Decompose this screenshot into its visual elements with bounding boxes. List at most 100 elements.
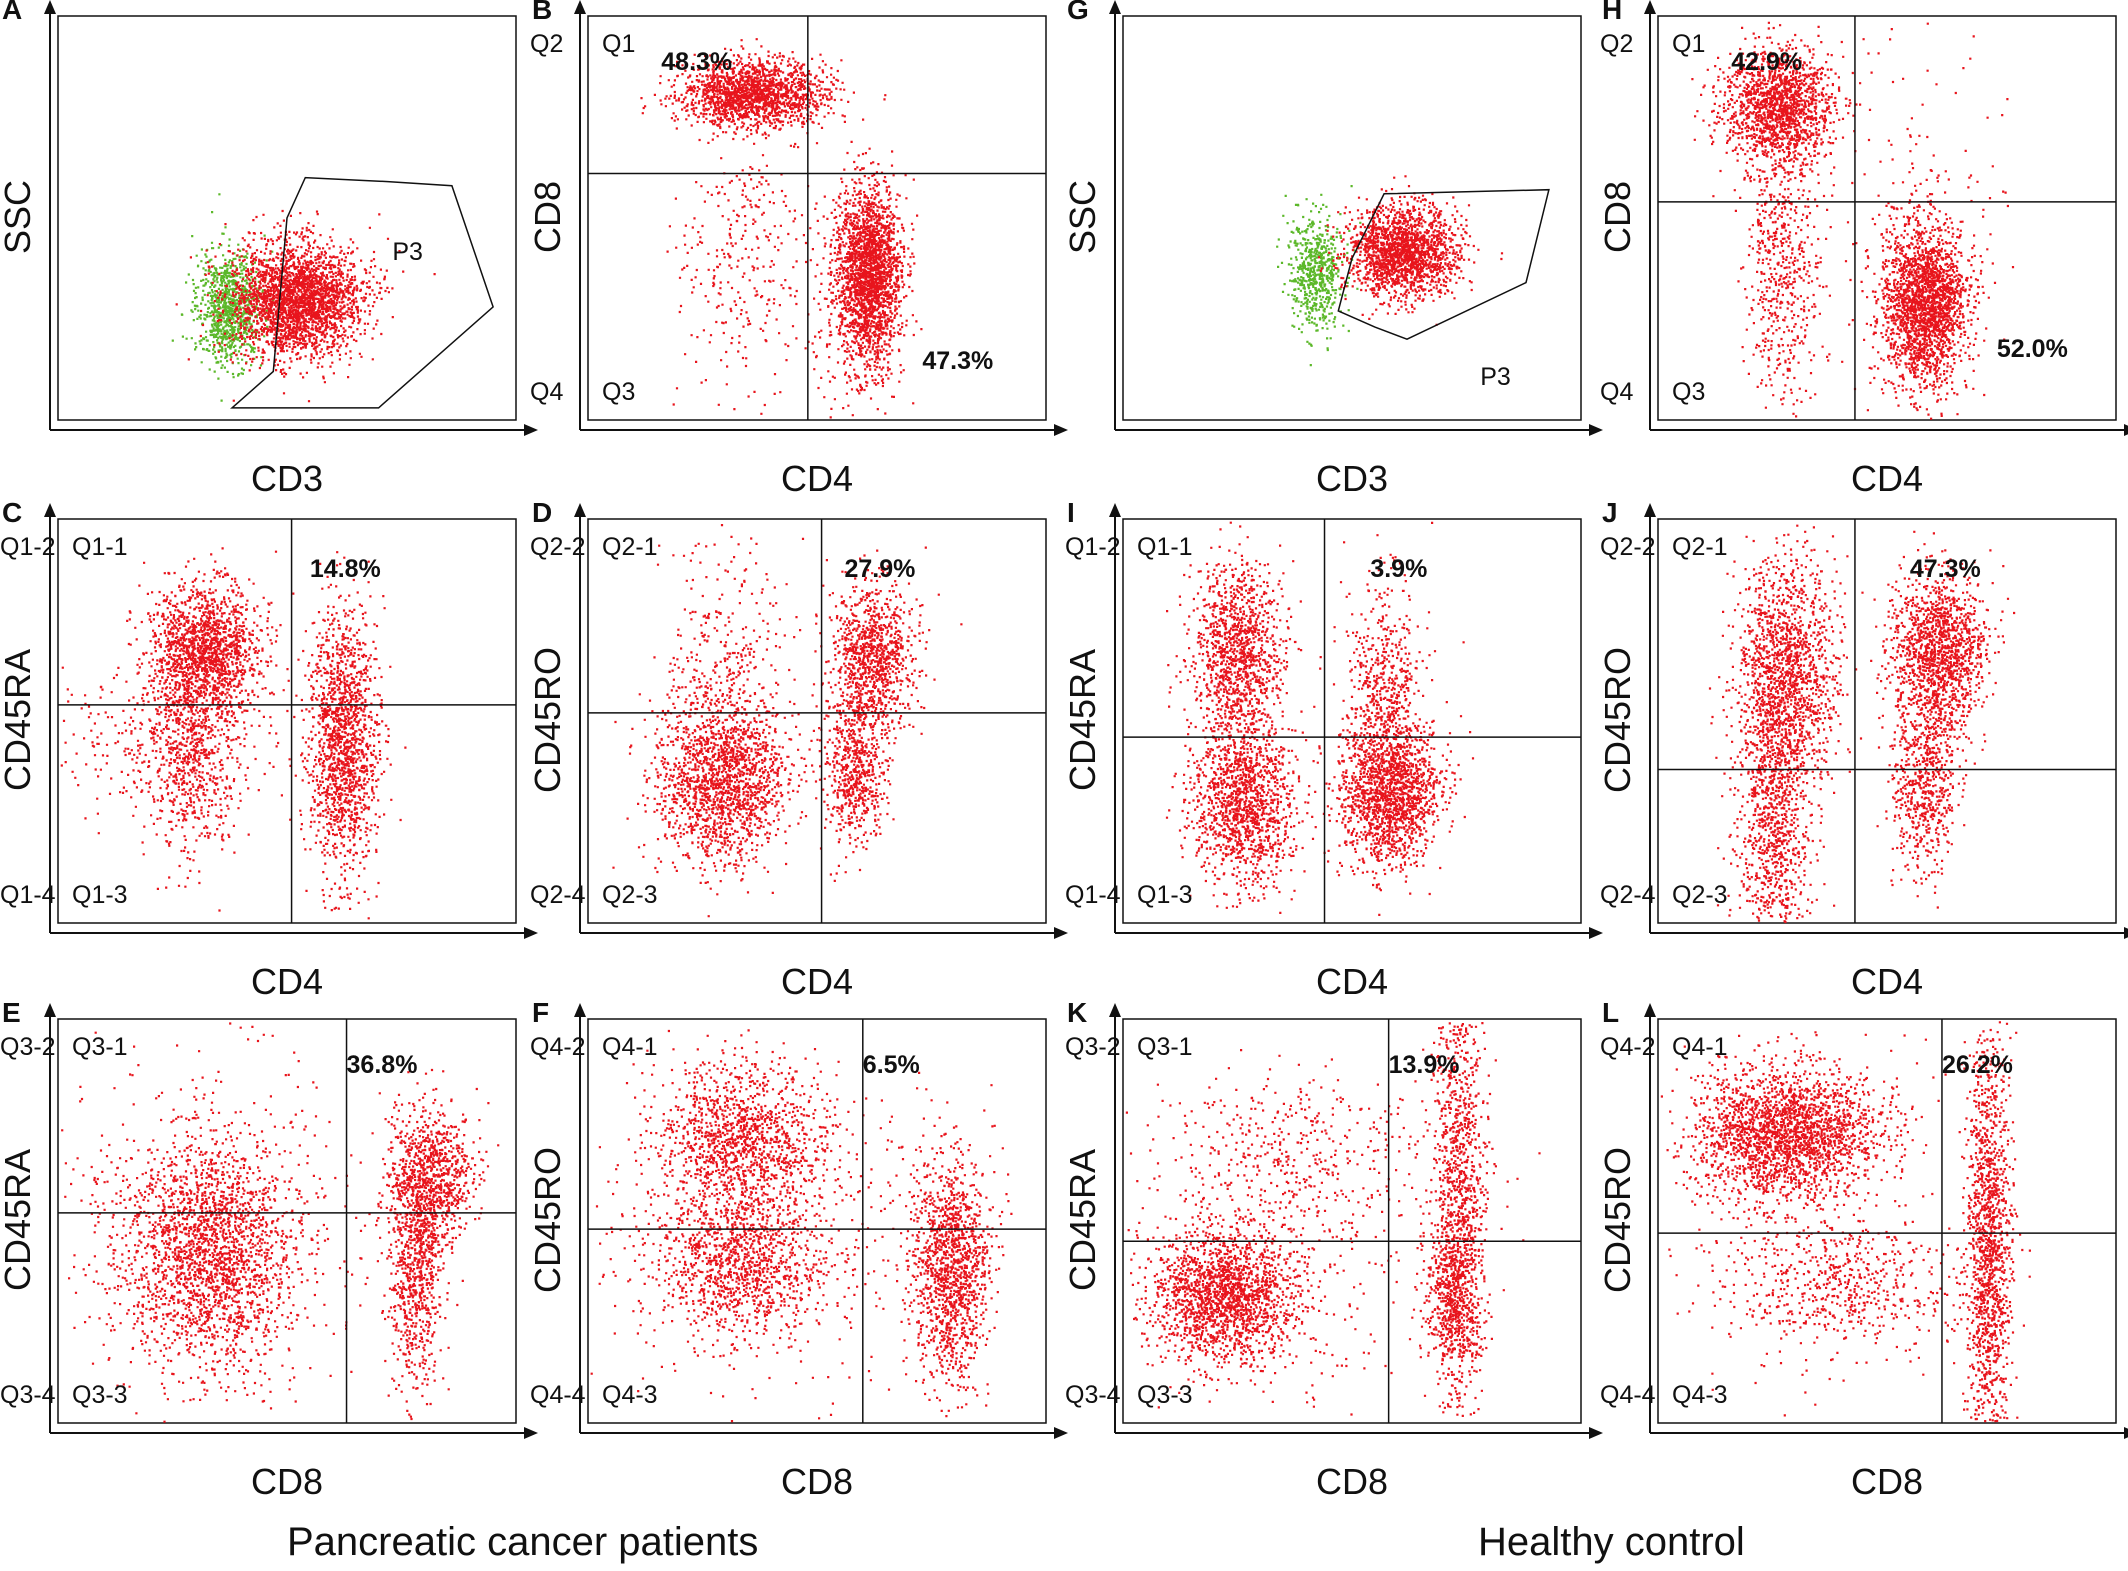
quadrant-label: Q2-2: [530, 533, 586, 561]
percentage-label: 13.9%: [1388, 1051, 1460, 1080]
plot-area: [574, 503, 1068, 939]
panel-letter: E: [2, 997, 21, 1028]
gate-polygon: [230, 176, 494, 409]
panel-letter: G: [1067, 0, 1089, 25]
panel-letter: L: [1602, 997, 1620, 1028]
gate-label: P3: [392, 238, 423, 267]
quadrant-label: Q1-1: [72, 533, 128, 561]
x-axis-label: CD4: [780, 961, 854, 1002]
x-arrow: [1589, 424, 1603, 436]
percentage-label: 48.3%: [661, 48, 733, 77]
plot-frame: [587, 1018, 1047, 1424]
y-arrow: [1109, 1003, 1121, 1017]
y-axis-label: SSC: [0, 179, 38, 255]
quadrant-label: Q4: [1600, 378, 1634, 406]
gated-events: [1125, 1022, 1541, 1417]
gated-events: [60, 547, 407, 920]
axes: [49, 1011, 528, 1434]
quadrant-label: Q4: [530, 378, 564, 406]
plot-frame: [57, 15, 517, 421]
plot-area: [1644, 1003, 2128, 1439]
gated-events: [612, 524, 963, 918]
axes: [1114, 511, 1593, 934]
y-axis-label: CD45RA: [1062, 1148, 1103, 1292]
ungated-events: [1276, 185, 1377, 367]
y-axis-label: CD45RA: [0, 1148, 38, 1292]
x-axis-label: CD3: [1315, 458, 1389, 499]
quadrant-label: Q4-4: [1600, 1381, 1656, 1409]
x-arrow: [1054, 927, 1068, 939]
y-arrow: [574, 1003, 586, 1017]
x-arrow: [1054, 1427, 1068, 1439]
panel-j: J CD45RO CD4 Q2-1 Q2-2 Q2-3 Q2-4 47.3%: [1597, 497, 2128, 1002]
plot-frame: [1657, 15, 2117, 421]
percentage-label: 27.9%: [844, 555, 916, 584]
panel-b: B CD8 CD4 Q1 Q2 Q3 Q4 48.3% 47.3%: [527, 0, 1068, 499]
gated-events: [61, 1022, 500, 1423]
quadrant-label: Q2-1: [602, 533, 658, 561]
plot-frame: [57, 1018, 517, 1424]
y-axis-label: SSC: [1062, 179, 1103, 255]
quadrant-label: Q4-1: [1672, 1033, 1728, 1061]
gated-events: [1318, 175, 1504, 326]
quadrant-label: Q2-4: [1600, 881, 1656, 909]
quadrant-label: Q1-3: [72, 881, 128, 909]
quadrant-label: Q3-3: [72, 1381, 128, 1409]
plot-area: [1109, 1003, 1603, 1439]
quadrant-label: Q1-4: [0, 881, 56, 909]
panel-c: C CD45RA CD4 Q1-1 Q1-2 Q1-3 Q1-4 14.8%: [0, 497, 538, 1002]
quadrant-label: Q3-1: [1137, 1033, 1193, 1061]
quadrant-label: Q2-3: [602, 881, 658, 909]
panel-e: E CD45RA CD8 Q3-1 Q3-2 Q3-3 Q3-4 36.8%: [0, 997, 538, 1502]
quadrant-label: Q3: [602, 378, 636, 406]
quadrant-label: Q3-4: [0, 1381, 56, 1409]
percentage-label: 52.0%: [1996, 335, 2068, 364]
quadrant-label: Q2-2: [1600, 533, 1656, 561]
quadrant-label: Q4-2: [530, 1033, 586, 1061]
percentage-label: 14.8%: [309, 555, 381, 584]
quadrant-label: Q4-2: [1600, 1033, 1656, 1061]
x-axis-label: CD3: [250, 458, 324, 499]
x-arrow: [1589, 1427, 1603, 1439]
x-axis-label: CD8: [1315, 1461, 1389, 1502]
axes: [1649, 8, 2128, 431]
panel-letter: K: [1067, 997, 1088, 1028]
x-arrow: [524, 424, 538, 436]
plot-area: [44, 503, 538, 939]
y-axis-label: CD45RA: [1062, 648, 1103, 792]
quadrant-label: Q1-2: [0, 533, 56, 561]
x-arrow: [1589, 927, 1603, 939]
x-axis-label: CD4: [250, 961, 324, 1002]
quadrant-label: Q1-2: [1065, 533, 1121, 561]
y-arrow: [1109, 503, 1121, 517]
quadrant-label: Q1-3: [1137, 881, 1193, 909]
gate-label: P3: [1480, 363, 1511, 392]
panel-letter: F: [532, 997, 550, 1028]
panel-l: L CD45RO CD8 Q4-1 Q4-2 Q4-3 Q4-4 26.2%: [1597, 997, 2128, 1502]
plot-area: [574, 0, 1068, 436]
panel-letter: H: [1602, 0, 1623, 25]
quadrant-label: Q3-2: [0, 1033, 56, 1061]
axes: [1114, 8, 1593, 431]
plot-area: [1109, 0, 1603, 436]
y-arrow: [1644, 0, 1656, 14]
quadrant-label: Q4-1: [602, 1033, 658, 1061]
quadrant-label: Q3: [1672, 378, 1706, 406]
x-axis-label: CD8: [1850, 1461, 1924, 1502]
x-axis-label: CD4: [780, 458, 854, 499]
gated-events: [1691, 21, 2015, 420]
panel-h: H CD8 CD4 Q1 Q2 Q3 Q4 42.9% 52.0%: [1597, 0, 2128, 499]
plot-area: [44, 1003, 538, 1439]
gated-events: [1165, 521, 1475, 916]
x-axis-label: CD4: [1315, 961, 1389, 1002]
panel-g: P3 G SSC CD3: [1062, 0, 1603, 499]
axes: [1649, 1011, 2128, 1434]
y-axis-label: CD45RO: [1597, 646, 1638, 794]
quadrant-label: Q2-3: [1672, 881, 1728, 909]
quadrant-label: Q4-4: [530, 1381, 586, 1409]
y-axis-label: CD8: [527, 180, 568, 254]
panel-letter: D: [532, 497, 553, 528]
group-label-healthy: Healthy control: [1478, 1520, 1745, 1564]
quadrant-label: Q3-3: [1137, 1381, 1193, 1409]
y-arrow: [44, 503, 56, 517]
